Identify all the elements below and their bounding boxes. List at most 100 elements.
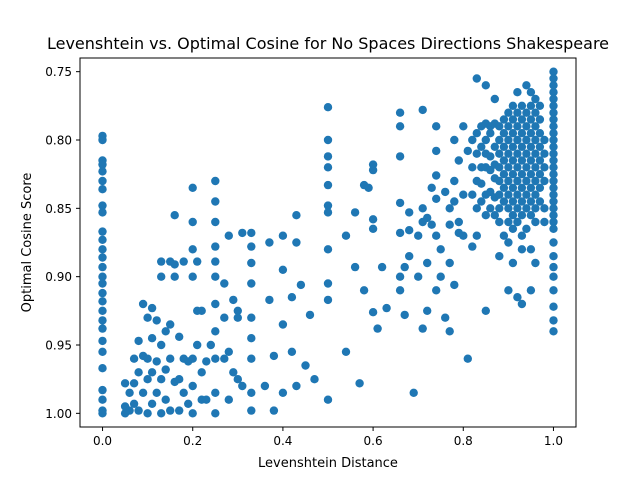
data-point (427, 183, 436, 192)
data-point (472, 204, 481, 213)
y-axis-label: Optimal Cosine Score (20, 173, 35, 313)
data-point (98, 167, 107, 176)
data-point (526, 286, 536, 295)
x-tick-label: 0.6 (364, 434, 383, 448)
data-point (535, 142, 545, 151)
data-point (549, 74, 558, 83)
data-point (395, 272, 405, 281)
data-point (211, 299, 220, 309)
data-point (211, 354, 220, 363)
data-point (278, 320, 288, 329)
data-point (495, 122, 504, 131)
data-point (549, 67, 558, 76)
data-point (522, 108, 531, 117)
data-point (526, 197, 536, 206)
data-point (414, 231, 423, 240)
data-point (305, 310, 315, 320)
data-point (292, 238, 301, 247)
data-point (526, 156, 536, 165)
data-point (531, 122, 540, 131)
data-point (423, 306, 432, 315)
data-point (359, 286, 369, 295)
data-point (549, 176, 558, 186)
data-point (170, 272, 179, 281)
data-point (98, 208, 107, 217)
data-point (531, 258, 540, 268)
data-point (152, 357, 161, 366)
data-point (233, 375, 242, 384)
data-point (395, 286, 405, 295)
data-point (535, 115, 545, 124)
data-point (323, 208, 333, 217)
data-point (504, 238, 513, 247)
data-point (233, 306, 242, 315)
data-point (143, 313, 152, 322)
data-point (193, 340, 202, 350)
data-point (98, 253, 107, 262)
data-point (134, 406, 143, 415)
data-point (98, 395, 107, 404)
data-point (531, 163, 540, 172)
data-point (98, 185, 107, 194)
data-point (418, 105, 427, 115)
data-point (504, 108, 513, 117)
data-point (522, 149, 531, 158)
data-point (454, 217, 463, 227)
data-point (125, 406, 134, 415)
data-point (368, 215, 378, 224)
data-point (499, 115, 509, 124)
data-point (535, 129, 545, 138)
data-point (508, 129, 518, 138)
data-point (265, 238, 274, 247)
data-point (341, 231, 351, 240)
data-point (531, 149, 540, 158)
data-point (490, 94, 499, 104)
data-point (395, 108, 405, 117)
data-point (477, 179, 486, 188)
data-point (540, 135, 549, 145)
data-point (517, 156, 527, 165)
data-point (490, 211, 499, 220)
data-point (445, 327, 454, 336)
data-point (508, 224, 518, 233)
data-point (296, 280, 306, 290)
data-point (377, 262, 387, 272)
data-point (260, 381, 270, 391)
data-point (472, 149, 481, 158)
data-point (531, 190, 540, 199)
data-point (517, 183, 527, 192)
data-point (292, 381, 301, 391)
data-point (157, 409, 166, 418)
data-point (508, 142, 518, 151)
data-point (179, 257, 188, 266)
data-point (432, 146, 441, 156)
data-point (98, 385, 107, 395)
data-point (517, 231, 527, 240)
data-point (350, 208, 360, 217)
data-point (549, 272, 558, 281)
data-point (481, 81, 490, 90)
data-point (211, 409, 220, 418)
data-point (495, 190, 504, 199)
data-point (175, 375, 184, 384)
data-point (513, 108, 522, 117)
data-point (549, 204, 558, 213)
data-point (229, 368, 238, 377)
data-point (287, 347, 297, 356)
data-point (540, 149, 549, 158)
data-point (247, 313, 256, 322)
data-point (549, 327, 558, 336)
data-point (278, 265, 288, 274)
data-point (247, 242, 256, 251)
data-point (197, 306, 206, 315)
data-point (418, 204, 427, 213)
data-point (161, 327, 170, 336)
data-point (499, 142, 509, 151)
data-point (522, 204, 531, 213)
data-point (481, 211, 490, 220)
data-point (211, 197, 220, 206)
data-point (468, 190, 477, 199)
data-point (549, 286, 558, 295)
y-tick-label: 0.95 (45, 339, 72, 353)
data-point (513, 176, 522, 186)
